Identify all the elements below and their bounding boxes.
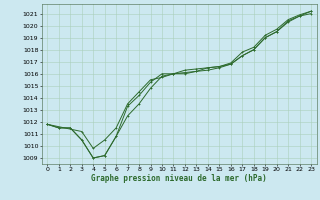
X-axis label: Graphe pression niveau de la mer (hPa): Graphe pression niveau de la mer (hPa) bbox=[91, 174, 267, 183]
